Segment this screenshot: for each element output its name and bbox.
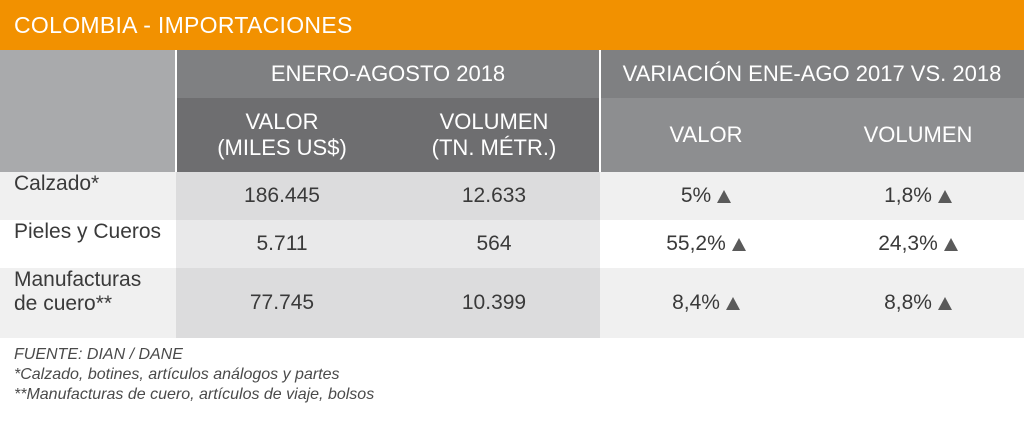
cell-value: 5% bbox=[680, 184, 712, 207]
col-header-volumen-line1: VOLUMEN bbox=[439, 109, 549, 134]
footnote-calzado: *Calzado, botines, artículos análogos y … bbox=[14, 366, 340, 383]
cell-value: 10.399 bbox=[461, 291, 527, 314]
row-label-line: de cuero** bbox=[14, 292, 113, 315]
group-header-enero-agosto: ENERO-AGOSTO 2018 bbox=[176, 50, 600, 98]
col-header-valor-line1: VALOR bbox=[245, 109, 319, 134]
row-label: Pieles y Cueros bbox=[0, 220, 176, 268]
cell-value: 5.711 bbox=[256, 232, 308, 255]
row-label: Manufacturas de cuero** bbox=[0, 268, 176, 338]
col-header-volumen-line2: (TN. MÉTR.) bbox=[431, 135, 557, 160]
up-triangle-icon bbox=[937, 296, 952, 310]
cell-valor: 77.745 bbox=[176, 268, 388, 338]
col-header-var-valor: VALOR bbox=[600, 98, 812, 172]
cell-var-valor: 5% bbox=[600, 172, 812, 220]
cell-volumen: 10.399 bbox=[388, 268, 600, 338]
col-header-volumen-tn: VOLUMEN (TN. MÉTR.) bbox=[388, 98, 600, 172]
up-triangle-icon bbox=[731, 237, 746, 251]
col-header-valor-line2: (MILES US$) bbox=[217, 135, 347, 160]
row-label-line: Calzado* bbox=[14, 172, 100, 195]
cell-value: 1,8% bbox=[884, 184, 932, 207]
footnotes: FUENTE: DIAN / DANE *Calzado, botines, a… bbox=[14, 345, 374, 405]
cell-value: 564 bbox=[476, 232, 512, 255]
cell-var-valor: 55,2% bbox=[600, 220, 812, 268]
footnote-manufacturas: **Manufacturas de cuero, artículos de vi… bbox=[14, 386, 375, 403]
group-header-variacion: VARIACIÓN ENE-AGO 2017 VS. 2018 bbox=[600, 50, 1024, 98]
cell-value: 8,4% bbox=[672, 291, 720, 314]
cell-var-valor: 8,4% bbox=[600, 268, 812, 338]
up-triangle-icon bbox=[717, 189, 732, 203]
header-corner-lower bbox=[0, 98, 176, 172]
col-header-valor-miles: VALOR (MILES US$) bbox=[176, 98, 388, 172]
cell-valor: 5.711 bbox=[176, 220, 388, 268]
source-note: FUENTE: DIAN / DANE bbox=[14, 346, 183, 363]
cell-valor: 186.445 bbox=[176, 172, 388, 220]
up-triangle-icon bbox=[937, 189, 952, 203]
cell-value: 55,2% bbox=[666, 232, 726, 255]
table-title: COLOMBIA - IMPORTACIONES bbox=[0, 0, 1024, 50]
cell-value: 12.633 bbox=[461, 184, 527, 207]
row-label-line: Manufacturas bbox=[14, 268, 142, 291]
header-divider bbox=[599, 50, 601, 172]
cell-volumen: 12.633 bbox=[388, 172, 600, 220]
header-corner bbox=[0, 50, 176, 98]
header-divider-left bbox=[175, 50, 177, 172]
cell-value: 8,8% bbox=[884, 291, 932, 314]
cell-var-volumen: 1,8% bbox=[812, 172, 1024, 220]
up-triangle-icon bbox=[725, 296, 740, 310]
col-header-var-volumen: VOLUMEN bbox=[812, 98, 1024, 172]
row-label: Calzado* bbox=[0, 172, 176, 220]
row-label-line: Pieles y Cueros bbox=[14, 220, 162, 243]
up-triangle-icon bbox=[943, 237, 958, 251]
cell-volumen: 564 bbox=[388, 220, 600, 268]
cell-value: 24,3% bbox=[878, 232, 938, 255]
cell-var-volumen: 24,3% bbox=[812, 220, 1024, 268]
cell-value: 186.445 bbox=[244, 184, 320, 207]
cell-value: 77.745 bbox=[249, 291, 315, 314]
cell-var-volumen: 8,8% bbox=[812, 268, 1024, 338]
